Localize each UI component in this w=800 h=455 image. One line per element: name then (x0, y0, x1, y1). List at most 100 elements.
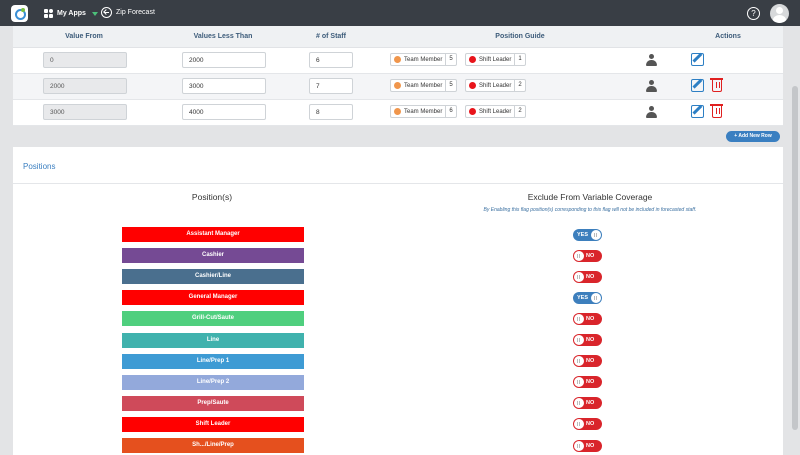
exclude-toggle[interactable]: NO (573, 249, 602, 262)
guide-name: Shift Leader (479, 108, 512, 115)
toggle-label: NO (586, 358, 595, 365)
top-bar: My Apps Zip Forecast ? (0, 0, 800, 26)
position-guide-badge: Team Member 5 (390, 53, 457, 66)
guide-count: 1 (514, 54, 524, 65)
trash-icon[interactable] (710, 78, 723, 92)
position-item: Line/Prep 1 (122, 353, 304, 369)
guide-name: Team Member (404, 108, 443, 115)
exclude-toggle[interactable]: NO (573, 270, 602, 283)
color-dot-icon (394, 56, 401, 63)
toggle-label: YES (577, 231, 589, 238)
position-item: Line/Prep 2 (122, 374, 304, 390)
position-item: Line (122, 332, 304, 348)
app-logo-icon[interactable] (11, 5, 28, 22)
guide-count: 6 (445, 106, 455, 117)
edit-icon[interactable] (691, 53, 704, 66)
person-icon[interactable] (646, 106, 657, 118)
color-dot-icon (394, 82, 401, 89)
table-row: 0 2000 6 Team Member 5 Shift Leader 1 (13, 48, 783, 74)
color-dot-icon (469, 82, 476, 89)
my-apps-label: My Apps (57, 10, 86, 17)
exclude-toggle[interactable]: NO (573, 376, 602, 389)
toggle-knob (574, 356, 584, 367)
table-header: Value From Values Less Than # of Staff P… (13, 26, 783, 48)
toggle-label: NO (586, 315, 595, 322)
edit-icon[interactable] (691, 79, 704, 92)
guide-name: Shift Leader (479, 56, 512, 63)
position-guide-badge: Shift Leader 1 (465, 53, 526, 66)
values-less-than-field[interactable]: 3000 (182, 78, 266, 94)
toggle-knob (591, 292, 601, 303)
toggle-knob (574, 271, 584, 282)
position-guide-badge: Team Member 5 (390, 79, 457, 92)
position-guide-badge: Team Member 6 (390, 105, 457, 118)
exclude-note: By Enabling this flag position(s) corres… (483, 207, 697, 213)
trash-icon[interactable] (710, 104, 723, 118)
user-avatar[interactable] (770, 4, 789, 23)
caret-down-icon (91, 11, 98, 16)
position-item: Sh.../Line/Prep (122, 438, 304, 453)
guide-name: Shift Leader (479, 82, 512, 89)
table-row: 3000 4000 8 Team Member 6 Shift Leader 2 (13, 100, 783, 126)
scrollbar-thumb[interactable] (792, 86, 798, 430)
main-panel: Value From Values Less Than # of Staff P… (13, 26, 783, 455)
header-staff: # of Staff (316, 33, 346, 40)
color-dot-icon (394, 108, 401, 115)
add-new-row-button[interactable]: + Add New Row (726, 131, 780, 142)
guide-count: 2 (514, 80, 524, 91)
toggle-knob (591, 229, 601, 240)
position-item: Cashier/Line (122, 269, 304, 285)
staff-count-field[interactable]: 7 (309, 78, 353, 94)
staff-count-field[interactable]: 8 (309, 104, 353, 120)
position-item: Grill-Cut/Saute (122, 311, 304, 327)
exclude-column-title: Exclude From Variable Coverage (527, 192, 653, 202)
person-icon[interactable] (646, 80, 657, 92)
back-label: Zip Forecast (116, 9, 155, 16)
toggle-label: NO (586, 442, 595, 449)
position-guide-badge: Shift Leader 2 (465, 105, 526, 118)
exclude-toggle[interactable]: YES (573, 228, 602, 241)
staff-count-field[interactable]: 6 (309, 52, 353, 68)
guide-name: Team Member (404, 82, 443, 89)
header-value-from: Value From (65, 33, 103, 40)
position-guide-badge: Shift Leader 2 (465, 79, 526, 92)
back-to-zip-forecast[interactable]: Zip Forecast (101, 7, 155, 18)
guide-count: 2 (514, 106, 524, 117)
toggle-knob (574, 398, 584, 409)
my-apps-menu[interactable]: My Apps (44, 8, 98, 19)
positions-column-title: Position(s) (191, 192, 233, 202)
table-footer (13, 126, 783, 147)
toggle-label: NO (586, 273, 595, 280)
exclude-toggle[interactable]: NO (573, 355, 602, 368)
exclude-toggle[interactable]: NO (573, 418, 602, 431)
header-actions: Actions (715, 33, 741, 40)
exclude-toggle[interactable]: NO (573, 312, 602, 325)
divider (13, 183, 783, 184)
exclude-toggle[interactable]: NO (573, 334, 602, 346)
edit-icon[interactable] (691, 105, 704, 118)
exclude-toggle[interactable]: NO (573, 397, 602, 410)
guide-count: 5 (445, 54, 455, 65)
guide-count: 5 (445, 80, 455, 91)
toggle-label: NO (586, 379, 595, 386)
exclude-toggle[interactable]: YES (573, 291, 602, 304)
toggle-knob (574, 419, 584, 430)
person-icon[interactable] (646, 54, 657, 66)
values-less-than-field[interactable]: 2000 (182, 52, 266, 68)
position-item: Shift Leader (122, 416, 304, 432)
toggle-knob (574, 440, 584, 451)
values-less-than-field[interactable]: 4000 (182, 104, 266, 120)
toggle-knob (574, 335, 584, 345)
position-item: Prep/Saute (122, 395, 304, 411)
position-item: General Manager (122, 290, 304, 306)
header-values-less-than: Values Less Than (193, 33, 253, 40)
back-arrow-icon (101, 7, 112, 18)
toggle-knob (574, 313, 584, 324)
toggle-label: NO (586, 400, 595, 407)
toggle-knob (574, 250, 584, 261)
help-icon[interactable]: ? (747, 7, 760, 20)
positions-section-title: Positions (23, 162, 56, 171)
position-item: Cashier (122, 248, 304, 264)
toggle-label: NO (586, 252, 595, 259)
exclude-toggle[interactable]: NO (573, 439, 602, 452)
